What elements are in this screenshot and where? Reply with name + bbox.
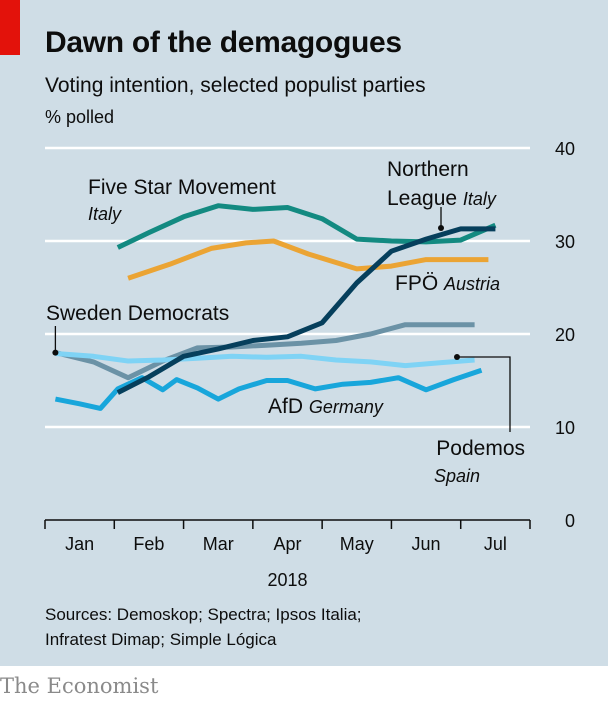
leader-podemos — [457, 356, 511, 432]
chart-subtitle: Voting intention, selected populist part… — [45, 74, 426, 97]
series-line-afd — [54, 367, 483, 411]
y-tick-30: 30 — [555, 232, 575, 252]
marker-northern-league — [438, 225, 444, 231]
series-line-podemos — [55, 351, 475, 369]
series-line-fp- — [127, 238, 489, 281]
y-tick-10: 10 — [555, 418, 575, 438]
y-tick-40: 40 — [555, 139, 575, 159]
series-lines — [54, 203, 497, 411]
red-tag — [0, 0, 20, 55]
x-axis-year: 2018 — [267, 570, 307, 590]
marker-sweden-democrats — [52, 349, 59, 356]
x-tick-jul: Jul — [484, 534, 507, 554]
economist-logo: The Economist — [0, 674, 159, 698]
y-tick-20: 20 — [555, 325, 575, 345]
series-line-sweden-democrats — [54, 322, 475, 381]
x-tick-apr: Apr — [273, 534, 301, 554]
sources-line-1: Sources: Demoskop; Spectra; Ipsos Italia… — [45, 605, 362, 624]
label-northern-league-name-1: Northern — [387, 158, 469, 181]
unit-label: % polled — [45, 107, 115, 127]
line-chart: 0 10 20 30 40 Jan Feb Mar Apr May Jun Jul 2018 Five… — [44, 139, 575, 590]
x-tick-jun: Jun — [412, 534, 441, 554]
sources-note: Sources: Demoskop; Spectra; Ipsos Italia… — [45, 602, 362, 652]
series-labels: Five Star Movement Italy Northern League It… — [46, 158, 525, 486]
label-podemos-name: Podemos — [436, 437, 525, 460]
label-five-star-name: Five Star Movement — [88, 176, 276, 199]
label-northern-league-name-2: League Italy — [387, 187, 497, 210]
x-tick-jan: Jan — [65, 534, 94, 554]
x-tick-may: May — [340, 534, 374, 554]
x-tick-mar: Mar — [203, 534, 234, 554]
label-fpo-name: FPÖ Austria — [395, 272, 500, 295]
label-afd-name: AfD Germany — [268, 395, 384, 418]
label-fpo-country: Austria — [443, 274, 500, 294]
label-sweden-democrats-name: Sweden Democrats — [46, 302, 229, 325]
sources-line-2: Infratest Dimap; Simple Lógica — [45, 630, 277, 649]
x-axis: Jan Feb Mar Apr May Jun Jul 2018 — [44, 519, 531, 590]
chart-title: Dawn of the demagogues — [45, 26, 402, 59]
series-line-five-star-movement — [116, 203, 497, 250]
y-tick-0: 0 — [565, 511, 575, 531]
y-tick-labels: 0 10 20 30 40 — [555, 139, 575, 531]
x-tick-feb: Feb — [133, 534, 164, 554]
label-podemos-country: Spain — [434, 466, 480, 486]
label-afd-country: Germany — [309, 397, 384, 417]
series-line-northern-league — [116, 226, 496, 395]
label-five-star-country: Italy — [88, 204, 122, 224]
label-northern-league-country: Italy — [463, 189, 497, 209]
